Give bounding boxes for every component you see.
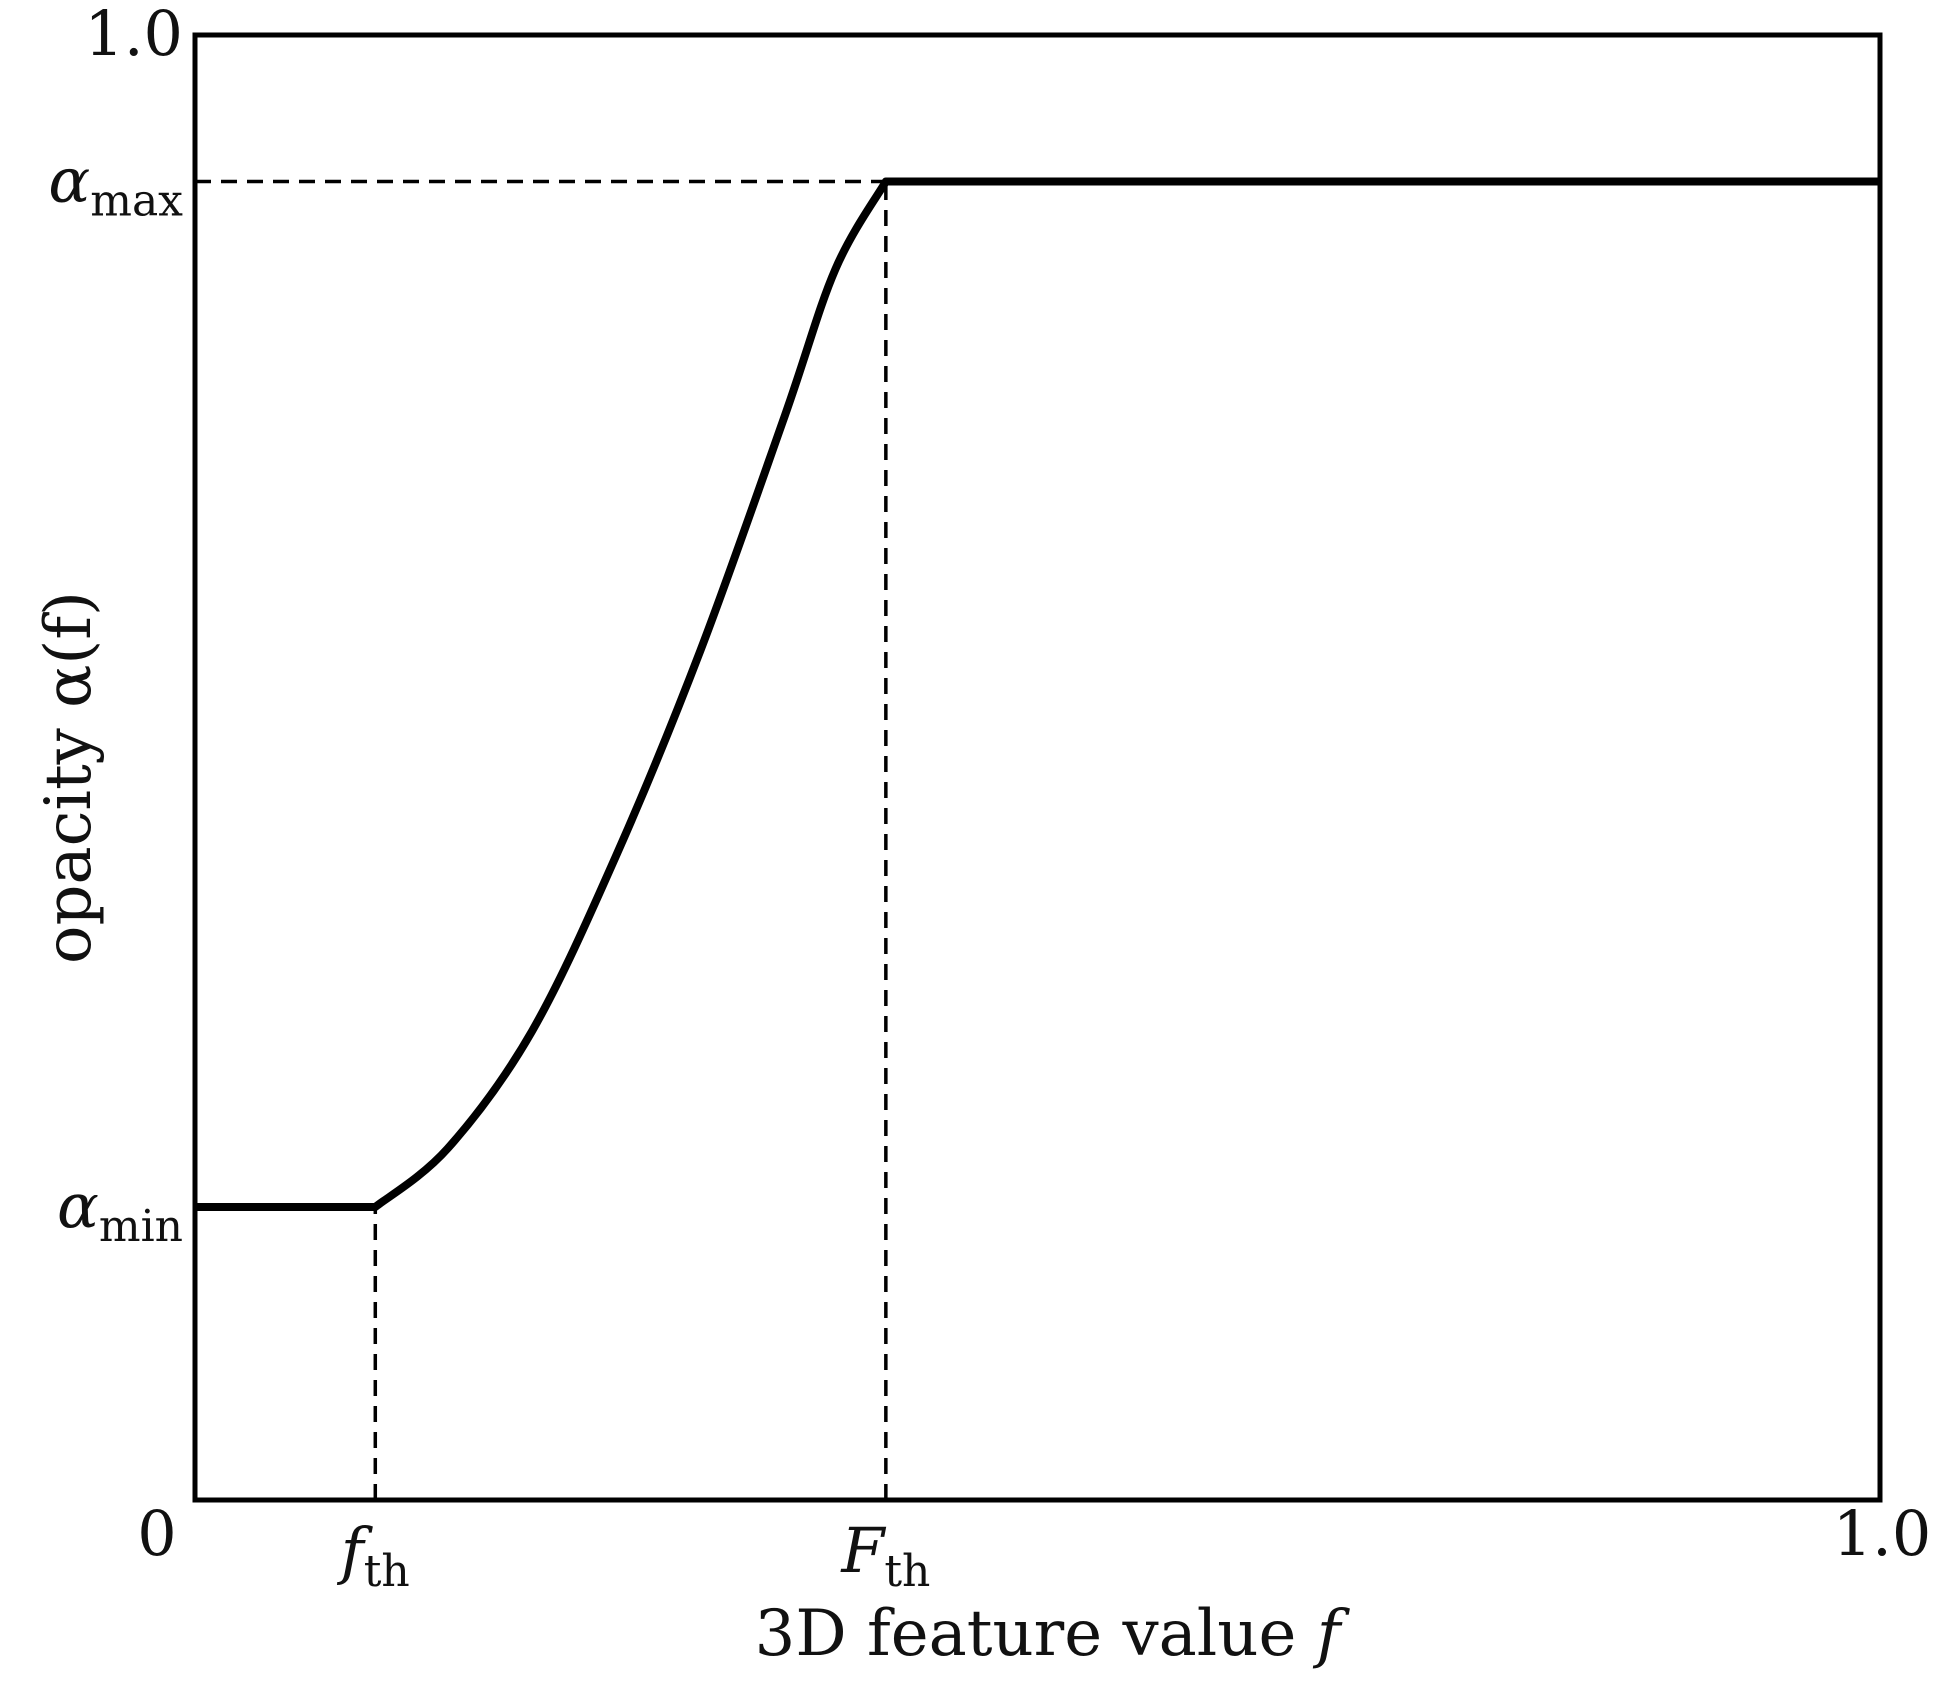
x-tick-label-2: Fth (840, 1514, 930, 1597)
x-axis-label: 3D feature value f (755, 1597, 1351, 1671)
x-tick-label-3-symbol: 1.0 (1833, 1497, 1932, 1570)
y-tick-label-2: αmin (57, 1169, 183, 1252)
axis-titles: 3D feature value f opacity α(f) (32, 591, 1351, 1671)
y-axis-label: opacity α(f) (32, 591, 106, 964)
x-tick-label-1-subscript: th (364, 1546, 410, 1597)
opacity-curve (195, 182, 1880, 1208)
y-tick-label-0-symbol: 1.0 (84, 0, 183, 70)
y-tick-label-1-symbol: α (48, 144, 90, 217)
x-axis-label-variable: f (1313, 1597, 1351, 1671)
plot-border (195, 35, 1880, 1500)
x-tick-label-2-subscript: th (884, 1546, 930, 1597)
plot-frame (195, 35, 1880, 1500)
y-tick-label-0: 1.0 (84, 0, 183, 70)
x-tick-label-0: 0 (137, 1497, 176, 1570)
reference-lines (195, 182, 886, 1501)
series (195, 181, 1880, 1207)
x-axis-label-text: 3D feature value (755, 1597, 1297, 1671)
y-tick-label-1-subscript: max (90, 176, 183, 227)
x-tick-label-1: fth (337, 1514, 410, 1597)
x-tick-label-2-symbol: F (840, 1514, 886, 1587)
y-tick-label-2-symbol: α (57, 1169, 99, 1242)
y-tick-label-2-subscript: min (99, 1201, 183, 1252)
x-tick-label-3: 1.0 (1833, 1497, 1932, 1570)
x-tick-labels: 0 fth Fth 1.0 (137, 1497, 1931, 1597)
y-tick-label-1: αmax (48, 144, 183, 227)
x-tick-label-0-symbol: 0 (137, 1497, 176, 1570)
